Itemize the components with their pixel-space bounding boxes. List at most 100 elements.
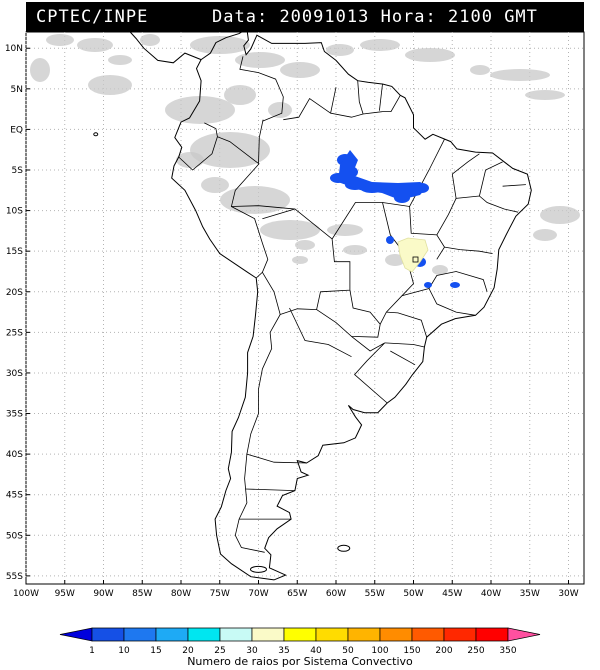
colorbar-level-label: 30 <box>246 646 258 656</box>
lon-tick-label: 100W <box>13 589 39 599</box>
lat-tick-label: 30S <box>6 369 23 379</box>
political-border <box>428 288 476 316</box>
lat-tick-label: 5S <box>12 166 24 176</box>
colorbar-swatch <box>187 627 221 642</box>
colorbar-level-label: 35 <box>278 646 289 656</box>
cloud-patch <box>405 48 455 62</box>
colorbar-swatch <box>443 627 477 642</box>
lat-tick-label: 40S <box>6 450 23 460</box>
cloud-patch <box>360 39 400 51</box>
political-border <box>283 98 331 121</box>
colorbar-level-label: 350 <box>499 646 516 656</box>
cloud-patch <box>77 38 113 52</box>
map-frame <box>25 31 585 585</box>
cloud-patch <box>190 36 250 54</box>
colorbar-swatch <box>219 627 253 642</box>
political-border <box>246 453 307 464</box>
lon-tick-label: 70W <box>248 589 268 599</box>
cloud-patch <box>295 240 315 250</box>
cloud-patch <box>432 265 448 275</box>
south-america-coastline <box>171 27 532 581</box>
political-border <box>239 56 284 122</box>
political-border <box>390 350 416 366</box>
island-outline <box>337 544 351 552</box>
colorbar-level-label: 100 <box>371 646 388 656</box>
lon-tick-label: 65W <box>287 589 307 599</box>
colorbar-level-label: 150 <box>403 646 420 656</box>
lat-tick-label: 10S <box>6 207 23 217</box>
cloud-patch <box>326 44 354 56</box>
cloud-patch <box>327 224 363 236</box>
political-border <box>245 488 295 491</box>
cloud-patch <box>140 34 160 46</box>
lon-tick-label: 95W <box>55 589 75 599</box>
lightning-system-low <box>397 237 429 273</box>
colorbar-level-label: 10 <box>118 646 130 656</box>
cloud-patch <box>490 69 550 81</box>
cloud-patch <box>280 62 320 78</box>
lat-tick-label: 10N <box>5 44 23 54</box>
cloud-patch <box>385 254 405 266</box>
hour-label: Hora: <box>380 7 437 27</box>
colorbar-level-label: 250 <box>467 646 484 656</box>
south-america-land <box>93 24 532 581</box>
lat-tick-label: 25S <box>6 328 23 338</box>
cloud-patch <box>540 206 580 224</box>
colorbar-swatch <box>123 627 157 642</box>
colorbar-swatch <box>411 627 445 642</box>
lon-tick-label: 90W <box>93 589 113 599</box>
political-border <box>386 311 428 338</box>
cloud-patch <box>533 229 557 241</box>
colorbar-level-label: 25 <box>214 646 225 656</box>
political-border <box>384 342 425 348</box>
lat-tick-label: EQ <box>10 125 23 135</box>
lightning-system-north <box>338 150 428 200</box>
date-value: 20091013 <box>279 7 370 27</box>
political-border <box>234 314 281 553</box>
cloud-patch <box>224 85 256 105</box>
hour-value: 2100 GMT <box>448 7 538 27</box>
cloud-patch <box>525 90 565 100</box>
colorbar-swatch <box>507 627 541 642</box>
map-header: CPTEC/INPE Data: 20091013 Hora: 2100 GMT <box>26 2 584 32</box>
lat-tick-label: 50S <box>6 531 23 541</box>
cloud-cover <box>30 34 580 275</box>
colorbar: 1 10 15 20 25 30 35 40 50 100 150 200 250 350 <box>59 627 541 656</box>
cloud-patch <box>108 55 132 65</box>
island-outline <box>250 565 267 573</box>
lat-tick-label: 15S <box>6 247 23 257</box>
cloud-patch <box>292 256 308 264</box>
lon-tick-label: 85W <box>132 589 152 599</box>
political-border <box>357 80 364 115</box>
colorbar-swatch <box>155 627 189 642</box>
date-label: Data: <box>212 7 269 27</box>
political-border <box>401 271 488 297</box>
colorbar-level-label: 40 <box>310 646 322 656</box>
lon-tick-label: 80W <box>171 589 191 599</box>
lon-tick-label: 35W <box>520 589 540 599</box>
colorbar-swatch <box>283 627 317 642</box>
lightning-cell <box>450 282 460 288</box>
political-border <box>379 83 383 111</box>
political-border <box>262 208 351 316</box>
political-border <box>230 163 269 279</box>
colorbar-title: Numero de raios por Sistema Convectivo <box>187 655 413 668</box>
colorbar-swatch <box>347 627 381 642</box>
lightning-cell-marker <box>412 256 419 263</box>
colorbar-swatch <box>91 627 125 642</box>
cloud-patch <box>220 186 290 214</box>
lon-tick-label: 30W <box>558 589 578 599</box>
lightning-cell <box>386 236 394 244</box>
central-america-coastline <box>123 24 202 64</box>
political-border <box>351 336 388 404</box>
cloud-patch <box>235 52 285 68</box>
cloud-patch <box>176 152 204 168</box>
colorbar-level-label: 20 <box>182 646 194 656</box>
cloud-patch <box>165 96 235 124</box>
cloud-patch <box>190 132 270 168</box>
axis-ticks: 10N 5N EQ 5S 10S 15S 20S 25S 30S 35S 40S 45S 50S 55S 1… <box>5 44 579 599</box>
colorbar-level-label: 15 <box>150 646 161 656</box>
island-outline <box>93 132 99 137</box>
political-border <box>316 290 381 338</box>
